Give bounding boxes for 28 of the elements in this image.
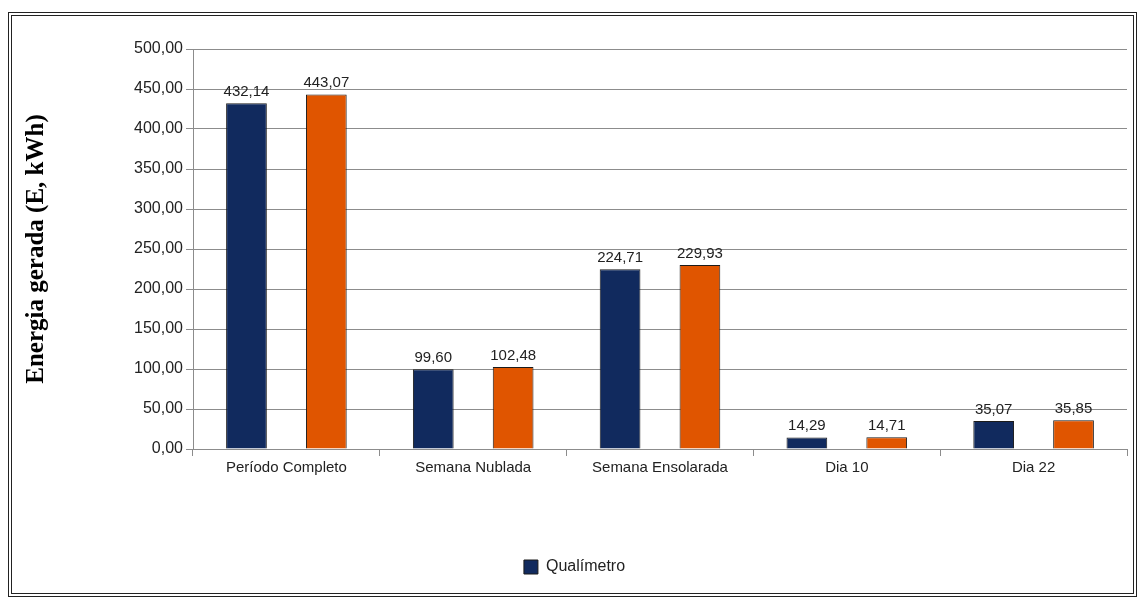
data-label: 432,14 bbox=[223, 81, 270, 99]
x-tick-label: Semana Nublada bbox=[415, 458, 532, 476]
data-label: 14,29 bbox=[788, 416, 826, 434]
legend-label: Qualímetro bbox=[545, 557, 626, 575]
y-tick-label: 500,00 bbox=[134, 39, 184, 57]
data-label: 35,85 bbox=[1054, 398, 1093, 416]
data-label: 229,93 bbox=[676, 243, 723, 261]
x-tick-label: Período Completo bbox=[225, 458, 347, 476]
data-label: 35,07 bbox=[974, 399, 1013, 417]
y-tick-label: 350,00 bbox=[134, 159, 184, 177]
data-label: 14,71 bbox=[867, 415, 906, 433]
data-label: 99,60 bbox=[414, 347, 453, 365]
y-axis-title: Energia gerada (E, kWh) bbox=[21, 114, 50, 384]
y-tick-label: 0,00 bbox=[151, 439, 184, 457]
y-tick-label: 150,00 bbox=[134, 319, 184, 337]
x-tick-label: Semana Ensolarada bbox=[592, 458, 729, 476]
data-label: 443,07 bbox=[303, 73, 350, 91]
y-tick-label: 400,00 bbox=[134, 119, 184, 137]
x-tick-label: Dia 22 bbox=[1011, 458, 1056, 476]
x-tick-label: Dia 10 bbox=[825, 458, 869, 476]
y-tick-label: 50,00 bbox=[142, 399, 184, 417]
y-tick-label: 300,00 bbox=[134, 199, 184, 217]
y-tick-label: 250,00 bbox=[134, 239, 184, 257]
y-tick-label: 200,00 bbox=[134, 279, 184, 297]
data-label: 224,71 bbox=[597, 247, 644, 265]
y-tick-label: 100,00 bbox=[134, 359, 184, 377]
data-label: 102,48 bbox=[490, 345, 537, 363]
y-tick-label: 450,00 bbox=[134, 79, 184, 97]
